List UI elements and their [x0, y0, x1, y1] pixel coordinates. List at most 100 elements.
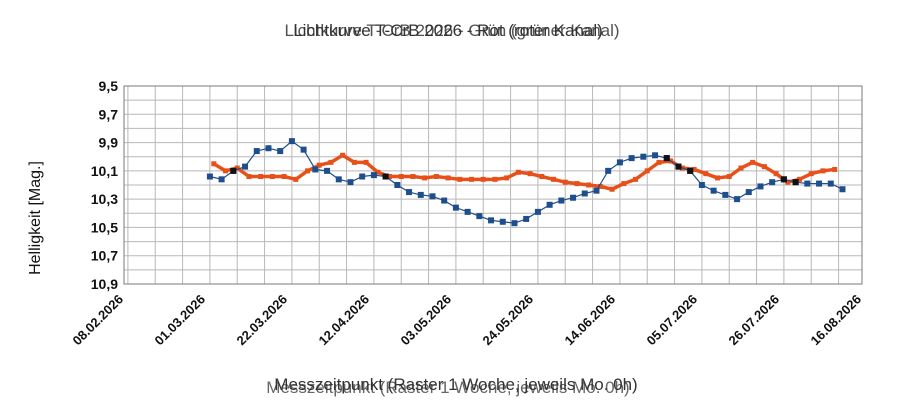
data-point-blue [335, 176, 342, 183]
data-point-blue [300, 146, 307, 153]
y-tick-label: 9,9 [99, 135, 119, 151]
data-point-blue [464, 208, 471, 215]
overlap-marks [230, 155, 799, 186]
chart-title-overlay: Lichtkurve T-CrB 2026 - Grün (grüner Kan… [284, 21, 619, 40]
data-point-blue [839, 186, 846, 193]
data-point-red [808, 171, 814, 177]
data-point-red [492, 176, 498, 182]
data-point-blue [206, 173, 213, 180]
data-point-blue [640, 153, 647, 160]
data-point-red [316, 162, 322, 168]
x-tick-label: 14.06.2026 [561, 292, 618, 349]
data-point-red [445, 175, 451, 181]
data-point-red [609, 186, 615, 192]
data-point-red [504, 175, 510, 181]
y-tick-label: 10,5 [91, 219, 118, 235]
data-point-red [293, 176, 299, 182]
data-point-blue [652, 152, 659, 159]
data-point-red [223, 168, 229, 174]
data-point-red [269, 174, 275, 180]
data-point-blue [277, 148, 284, 155]
x-tick-label: 03.05.2026 [397, 292, 454, 349]
data-point-blue [242, 163, 249, 170]
data-point-red [515, 169, 521, 175]
data-point-blue [488, 217, 495, 224]
data-point-red [363, 159, 369, 165]
data-point-blue [265, 145, 272, 152]
data-point-red [750, 159, 756, 165]
data-point-blue [218, 176, 225, 183]
data-point-red [480, 176, 486, 182]
data-point-blue [605, 167, 612, 174]
data-point-blue [452, 204, 459, 211]
data-point-red [820, 168, 826, 174]
data-point-red [527, 171, 533, 177]
data-point-red [469, 176, 475, 182]
data-point-blue [570, 194, 577, 201]
data-point-red [832, 166, 838, 172]
data-point-red [234, 165, 240, 171]
x-tick-label: 05.07.2026 [643, 292, 700, 349]
data-point-red [410, 174, 416, 180]
data-point-red [258, 174, 264, 180]
data-point-blue [370, 172, 377, 179]
data-point-red [738, 165, 744, 171]
data-point-overlap [663, 155, 670, 162]
data-point-red [211, 161, 217, 167]
data-point-blue [394, 182, 401, 188]
data-point-red [597, 183, 603, 189]
y-tick-label: 10,7 [91, 248, 118, 264]
data-point-red [574, 181, 580, 187]
data-point-blue [429, 193, 436, 200]
data-point-red [457, 176, 463, 182]
plot-frame [123, 85, 863, 285]
data-point-blue [499, 218, 506, 225]
y-tick-label: 9,7 [99, 106, 119, 122]
data-point-blue [312, 166, 319, 173]
data-point-blue [476, 213, 483, 220]
data-point-red [656, 159, 662, 165]
data-point-blue [441, 197, 448, 204]
y-tick-label: 9,5 [99, 78, 119, 94]
data-point-red [387, 174, 393, 180]
data-point-red [375, 169, 381, 175]
data-point-blue [816, 180, 823, 187]
data-point-blue [288, 138, 295, 145]
data-point-red [551, 176, 557, 182]
chart-title: Lichtkurve T-CrB 2026 - Rot (roter Kanal… [293, 21, 603, 40]
x-tick-label: 24.05.2026 [479, 292, 536, 349]
x-axis-label-overlay: Messzeitpunkt (Raster 1 Woche, jeweils M… [266, 378, 629, 397]
data-point-blue [359, 173, 366, 180]
data-point-blue [534, 208, 541, 215]
x-tick-labels: 08.02.2026 01.03.2026 22.03.2026 12.04.2026… [69, 292, 864, 349]
data-point-blue [628, 155, 635, 162]
data-point-blue [827, 180, 834, 187]
data-point-red [351, 159, 357, 165]
data-point-overlap [230, 167, 237, 174]
data-point-overlap [792, 179, 799, 186]
x-tick-label: 12.04.2026 [315, 292, 372, 349]
data-point-red [726, 174, 732, 180]
series-line-blue [209, 140, 843, 224]
data-point-red [785, 179, 791, 185]
data-point-blue [804, 180, 811, 187]
data-point-blue [722, 191, 729, 198]
data-point-blue [698, 182, 705, 188]
data-point-red [340, 152, 346, 158]
series-red [211, 152, 838, 192]
x-tick-label: 01.03.2026 [151, 292, 208, 349]
data-point-blue [745, 189, 752, 196]
data-point-red [703, 171, 709, 177]
x-tick-label: 16.08.2026 [807, 292, 864, 349]
data-point-blue [511, 220, 518, 227]
data-point-red [246, 174, 252, 180]
x-axis-label: Messzeitpunkt (Raster 1 Woche, jeweils M… [274, 375, 637, 394]
data-point-red [562, 179, 568, 185]
plot-grid [124, 86, 862, 284]
data-point-overlap [382, 173, 389, 180]
data-point-blue [253, 148, 260, 155]
data-point-red [644, 168, 650, 174]
data-point-red [715, 175, 721, 181]
y-tick-label: 10,9 [91, 276, 118, 292]
